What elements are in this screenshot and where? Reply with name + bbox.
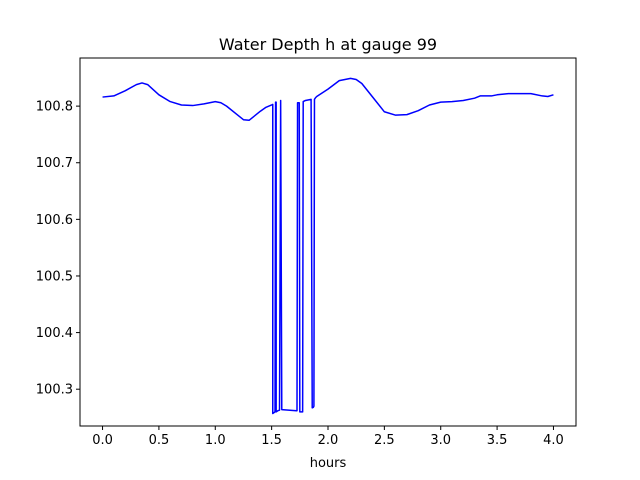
y-tick-label: 100.6: [36, 213, 73, 228]
x-tick-label: 0.0: [92, 433, 113, 448]
plot-area: [102, 77, 554, 415]
y-tick-label: 100.7: [36, 156, 73, 171]
y-tick-label: 100.8: [36, 100, 73, 115]
y-axis: 100.3 100.4 100.5 100.6 100.7 100.8: [36, 100, 80, 398]
y-tick-label: 100.5: [36, 269, 73, 284]
y-tick-label: 100.3: [36, 383, 73, 398]
x-tick-label: 1.0: [205, 433, 226, 448]
x-tick-label: 4.0: [543, 433, 564, 448]
x-tick-label: 1.5: [261, 433, 282, 448]
series-line-0: [102, 77, 554, 415]
x-axis-label: hours: [310, 456, 347, 471]
chart-title: Water Depth h at gauge 99: [219, 35, 437, 54]
x-axis: 0.0 0.5 1.0 1.5 2.0 2.5 3.0 3.5 4.0: [92, 426, 564, 448]
y-tick-label: 100.4: [36, 326, 73, 341]
x-tick-label: 2.0: [318, 433, 339, 448]
x-tick-label: 3.0: [430, 433, 451, 448]
x-tick-label: 2.5: [374, 433, 395, 448]
x-tick-label: 3.5: [487, 433, 508, 448]
x-tick-label: 0.5: [149, 433, 170, 448]
